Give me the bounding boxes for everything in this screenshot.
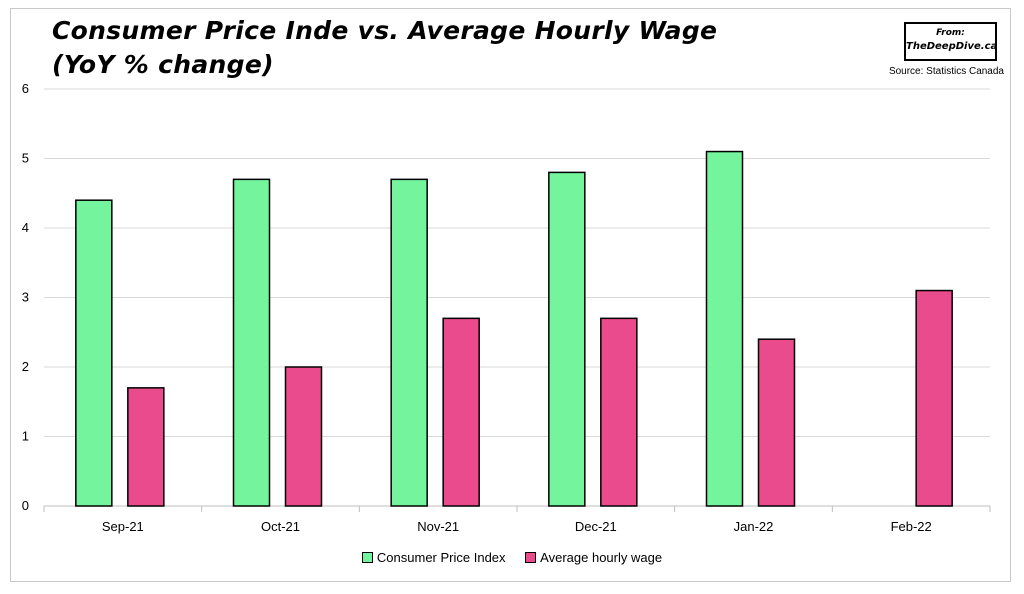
bar-cpi: [232, 178, 271, 507]
chart-title: Consumer Price Inde vs. Average Hourly W…: [52, 14, 717, 82]
source-badge-from: From:: [936, 28, 965, 38]
x-tick-label: Nov-21: [417, 519, 459, 534]
chart-title-line-1: Consumer Price Inde vs. Average Hourly W…: [52, 16, 718, 45]
bar-wage: [442, 317, 480, 507]
chart-title-line-2: (YoY % change): [52, 50, 274, 79]
source-badge: From: TheDeepDive.ca: [904, 22, 997, 61]
bar-wage: [127, 387, 165, 507]
legend-swatch-cpi: [361, 552, 373, 563]
bar-cpi: [75, 199, 113, 507]
x-tick-label: Feb-22: [891, 519, 932, 534]
y-tick-label: 6: [22, 81, 29, 96]
legend-item-cpi: Consumer Price Index: [361, 550, 506, 565]
y-tick-label: 5: [22, 151, 29, 166]
y-tick-label: 2: [22, 359, 29, 374]
x-tick-label: Oct-21: [261, 519, 300, 534]
bar-cpi: [548, 171, 586, 507]
legend-label-cpi: Consumer Price Index: [376, 550, 506, 565]
y-tick-label: 1: [22, 429, 29, 444]
y-tick-label: 4: [22, 220, 29, 235]
bar-wage: [284, 366, 323, 507]
legend-label-wage: Average hourly wage: [540, 550, 663, 565]
source-badge-site: TheDeepDive.ca: [906, 41, 998, 52]
bar-wage: [757, 338, 796, 507]
x-tick-label: Sep-21: [102, 519, 144, 534]
x-tick-label: Jan-22: [734, 519, 774, 534]
legend: Consumer Price Index Average hourly wage: [0, 550, 1024, 566]
bar-wage: [600, 317, 638, 507]
chart-frame: [10, 8, 1011, 582]
y-tick-label: 3: [22, 290, 29, 305]
source-note: Source: Statistics Canada: [888, 66, 1004, 77]
bar-cpi: [705, 150, 744, 507]
bar-cpi: [390, 178, 428, 507]
legend-swatch-wage: [525, 552, 537, 563]
legend-item-wage: Average hourly wage: [525, 550, 662, 565]
bar-wage: [915, 289, 953, 507]
y-tick-label: 0: [22, 498, 29, 513]
x-tick-label: Dec-21: [575, 519, 617, 534]
